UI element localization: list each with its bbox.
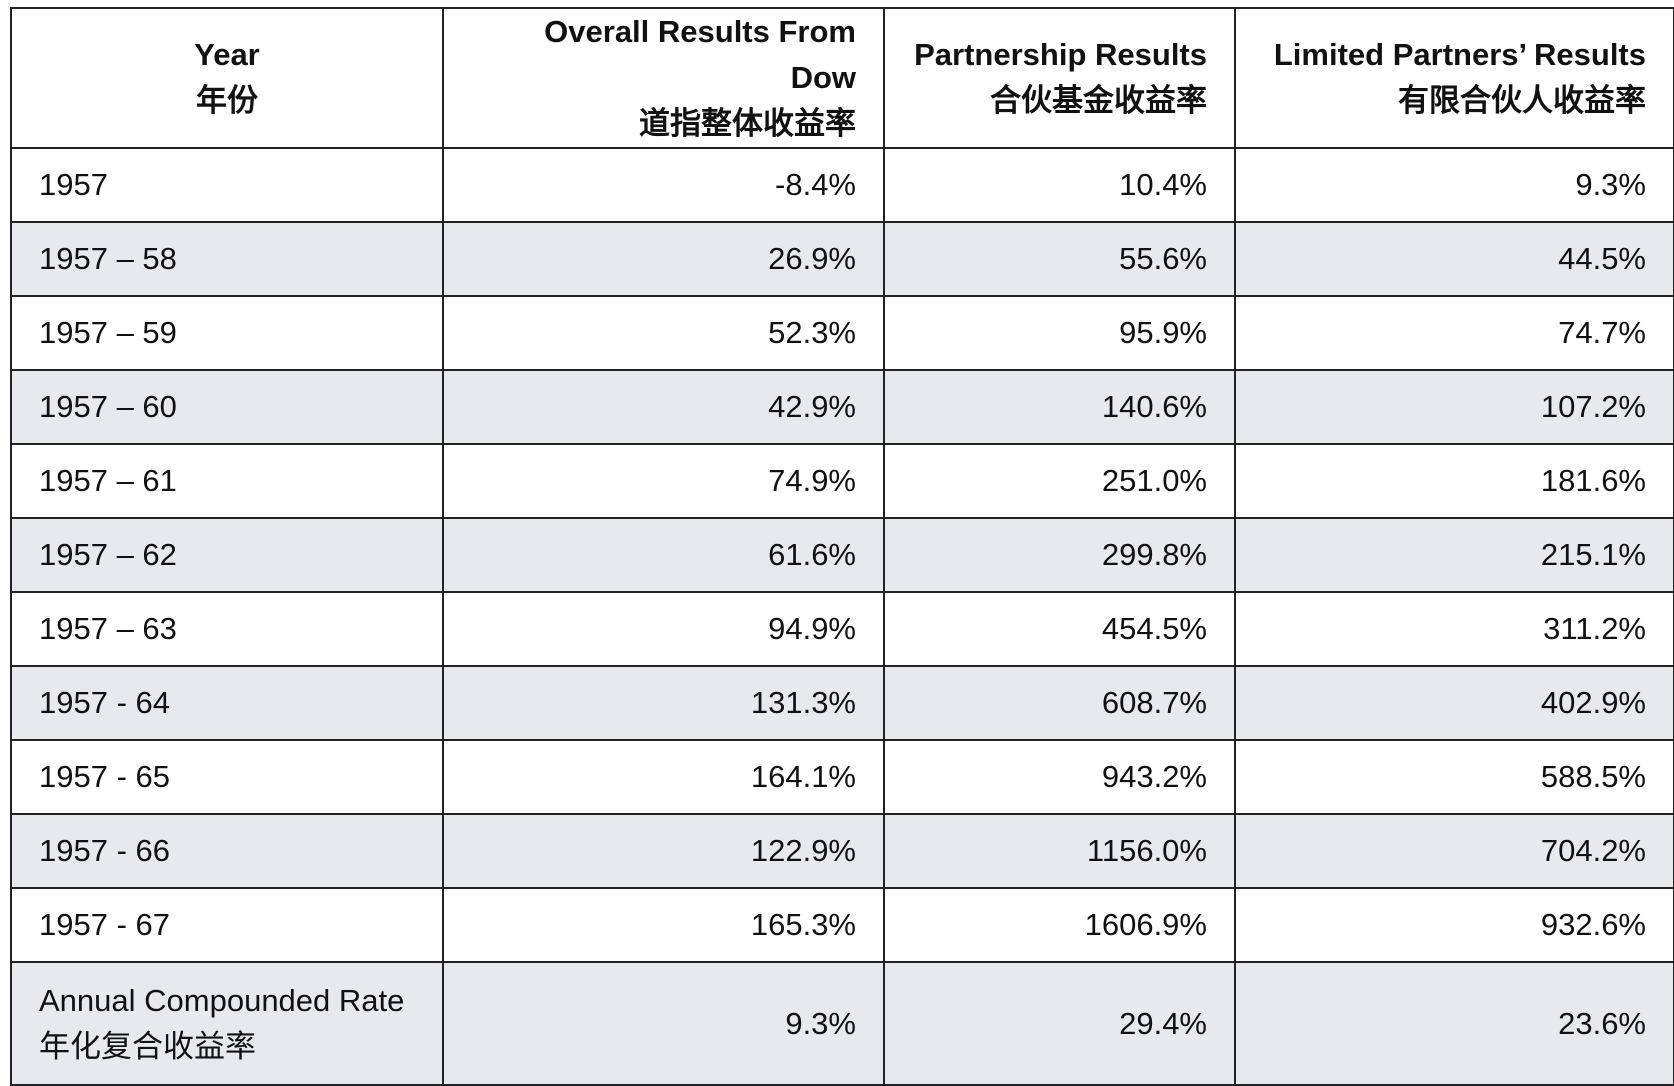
table-cell-period: 1957 - 67 (10, 887, 444, 963)
table-cell-limited: 704.2% (1234, 813, 1674, 889)
table-cell-partnership: 1156.0% (883, 813, 1236, 889)
table-cell-period: 1957 – 58 (10, 221, 444, 297)
results-table: Year 年份 Overall Results From Dow 道指整体收益率… (10, 7, 1674, 1086)
table-row: 1957 - 67 165.3% 1606.9% 932.6% (10, 887, 1674, 963)
table-row: 1957 – 61 74.9% 251.0% 181.6% (10, 443, 1674, 519)
table-cell-dow: 52.3% (442, 295, 885, 371)
header-partnership-zh: 合伙基金收益率 (990, 83, 1207, 118)
table-row: 1957 - 64 131.3% 608.7% 402.9% (10, 665, 1674, 741)
table-cell-dow: 61.6% (442, 517, 885, 593)
table-cell-limited: 181.6% (1234, 443, 1674, 519)
table-cell-dow: 26.9% (442, 221, 885, 297)
summary-label-cell: Annual Compounded Rate 年化复合收益率 (10, 961, 444, 1086)
table-cell-period: 1957 - 66 (10, 813, 444, 889)
table-cell-partnership: 454.5% (883, 591, 1236, 667)
table-cell-dow: -8.4% (442, 147, 885, 223)
table-cell-period: 1957 (10, 147, 444, 223)
table-cell-limited: 107.2% (1234, 369, 1674, 445)
summary-partnership: 29.4% (883, 961, 1236, 1086)
summary-label-zh: 年化复合收益率 (39, 1028, 256, 1064)
table-cell-limited: 932.6% (1234, 887, 1674, 963)
summary-row: Annual Compounded Rate 年化复合收益率 9.3% 29.4… (10, 961, 1674, 1086)
table-cell-partnership: 140.6% (883, 369, 1236, 445)
table-cell-period: 1957 – 59 (10, 295, 444, 371)
header-limited-en: Limited Partners’ Results (1273, 37, 1646, 72)
table-cell-dow: 74.9% (442, 443, 885, 519)
table-cell-partnership: 251.0% (883, 443, 1236, 519)
table-cell-partnership: 10.4% (883, 147, 1236, 223)
results-table-container: Year 年份 Overall Results From Dow 道指整体收益率… (10, 7, 1674, 1086)
table-header: Year 年份 Overall Results From Dow 道指整体收益率… (10, 7, 1674, 149)
header-dow-zh: 道指整体收益率 (639, 106, 856, 141)
table-cell-period: 1957 – 63 (10, 591, 444, 667)
table-cell-partnership: 299.8% (883, 517, 1236, 593)
header-partnership: Partnership Results 合伙基金收益率 (883, 7, 1236, 149)
table-cell-dow: 122.9% (442, 813, 885, 889)
table-body: 1957 -8.4% 10.4% 9.3% 1957 – 58 26.9% 55.6% 44.… (10, 147, 1674, 1086)
table-row: 1957 – 62 61.6% 299.8% 215.1% (10, 517, 1674, 593)
header-dow-en: Overall Results From Dow (544, 14, 856, 95)
table-cell-limited: 44.5% (1234, 221, 1674, 297)
header-year-zh: 年份 (196, 83, 258, 118)
table-cell-limited: 74.7% (1234, 295, 1674, 371)
header-limited: Limited Partners’ Results 有限合伙人收益率 (1234, 7, 1674, 149)
table-cell-period: 1957 – 60 (10, 369, 444, 445)
table-cell-partnership: 608.7% (883, 665, 1236, 741)
table-row: 1957 - 66 122.9% 1156.0% 704.2% (10, 813, 1674, 889)
summary-dow: 9.3% (442, 961, 885, 1086)
table-row: 1957 -8.4% 10.4% 9.3% (10, 147, 1674, 223)
table-cell-dow: 42.9% (442, 369, 885, 445)
summary-label-en: Annual Compounded Rate (39, 982, 405, 1018)
table-cell-dow: 164.1% (442, 739, 885, 815)
table-row: 1957 – 59 52.3% 95.9% 74.7% (10, 295, 1674, 371)
table-cell-partnership: 943.2% (883, 739, 1236, 815)
header-limited-zh: 有限合伙人收益率 (1398, 83, 1646, 118)
table-row: 1957 - 65 164.1% 943.2% 588.5% (10, 739, 1674, 815)
table-row: 1957 – 60 42.9% 140.6% 107.2% (10, 369, 1674, 445)
table-cell-partnership: 55.6% (883, 221, 1236, 297)
table-cell-limited: 215.1% (1234, 517, 1674, 593)
header-year: Year 年份 (10, 7, 444, 149)
table-cell-dow: 94.9% (442, 591, 885, 667)
header-partnership-en: Partnership Results (914, 37, 1207, 72)
table-cell-period: 1957 - 65 (10, 739, 444, 815)
table-cell-limited: 9.3% (1234, 147, 1674, 223)
header-row: Year 年份 Overall Results From Dow 道指整体收益率… (10, 7, 1674, 149)
table-cell-period: 1957 - 64 (10, 665, 444, 741)
table-cell-partnership: 95.9% (883, 295, 1236, 371)
table-cell-period: 1957 – 62 (10, 517, 444, 593)
header-dow: Overall Results From Dow 道指整体收益率 (442, 7, 885, 149)
table-cell-dow: 165.3% (442, 887, 885, 963)
summary-limited: 23.6% (1234, 961, 1674, 1086)
table-cell-partnership: 1606.9% (883, 887, 1236, 963)
header-year-en: Year (194, 37, 260, 72)
table-cell-period: 1957 – 61 (10, 443, 444, 519)
table-cell-dow: 131.3% (442, 665, 885, 741)
table-cell-limited: 588.5% (1234, 739, 1674, 815)
table-cell-limited: 311.2% (1234, 591, 1674, 667)
table-row: 1957 – 63 94.9% 454.5% 311.2% (10, 591, 1674, 667)
table-row: 1957 – 58 26.9% 55.6% 44.5% (10, 221, 1674, 297)
table-cell-limited: 402.9% (1234, 665, 1674, 741)
